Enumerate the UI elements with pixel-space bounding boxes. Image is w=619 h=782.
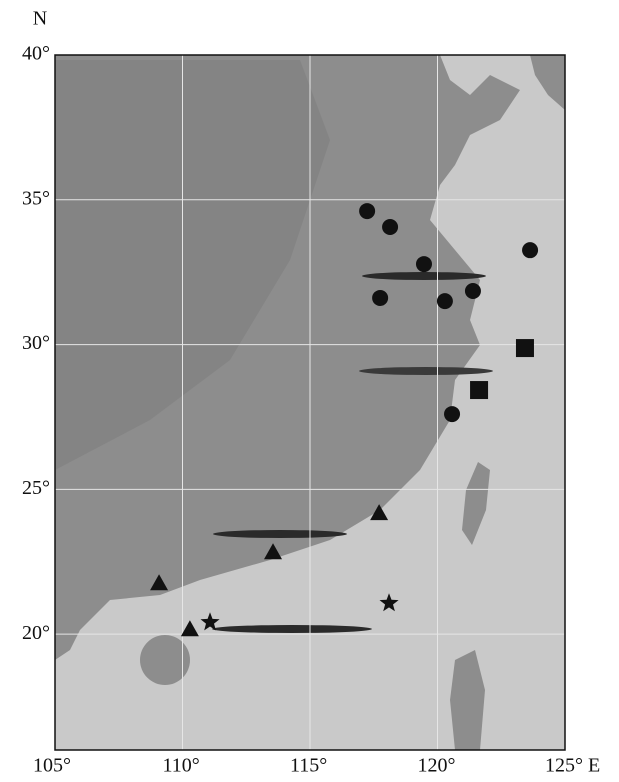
fish-illustration: [213, 530, 347, 538]
y-tick-label: 30°: [22, 332, 50, 354]
site-marker: [382, 219, 398, 235]
y-axis-label: N: [33, 8, 47, 30]
site-marker: [516, 339, 534, 357]
y-tick-label: 40°: [22, 43, 50, 65]
y-tick-label: 35°: [22, 187, 50, 209]
y-tick-label: 20°: [22, 622, 50, 644]
x-tick-label: 125° E: [545, 755, 600, 777]
map-figure: N 105° 110° 115° 120° 125° E 20° 25° 30° 35° 40°: [0, 0, 619, 777]
x-tick-label: 110°: [163, 755, 200, 777]
fish-illustration: [212, 625, 372, 633]
site-marker: [372, 290, 388, 306]
y-tick-label: 25°: [22, 477, 50, 499]
site-marker: [444, 406, 460, 422]
fish-illustration: [362, 272, 486, 280]
site-marker: [522, 242, 538, 258]
site-marker: [470, 381, 488, 399]
site-marker: [416, 256, 432, 272]
fish-illustration: [359, 367, 493, 375]
site-marker: [359, 203, 375, 219]
x-tick-label: 105°: [33, 755, 71, 777]
site-marker: [437, 293, 453, 309]
x-tick-label: 120°: [418, 755, 456, 777]
site-marker: [465, 283, 481, 299]
x-tick-label: 115°: [290, 755, 327, 777]
